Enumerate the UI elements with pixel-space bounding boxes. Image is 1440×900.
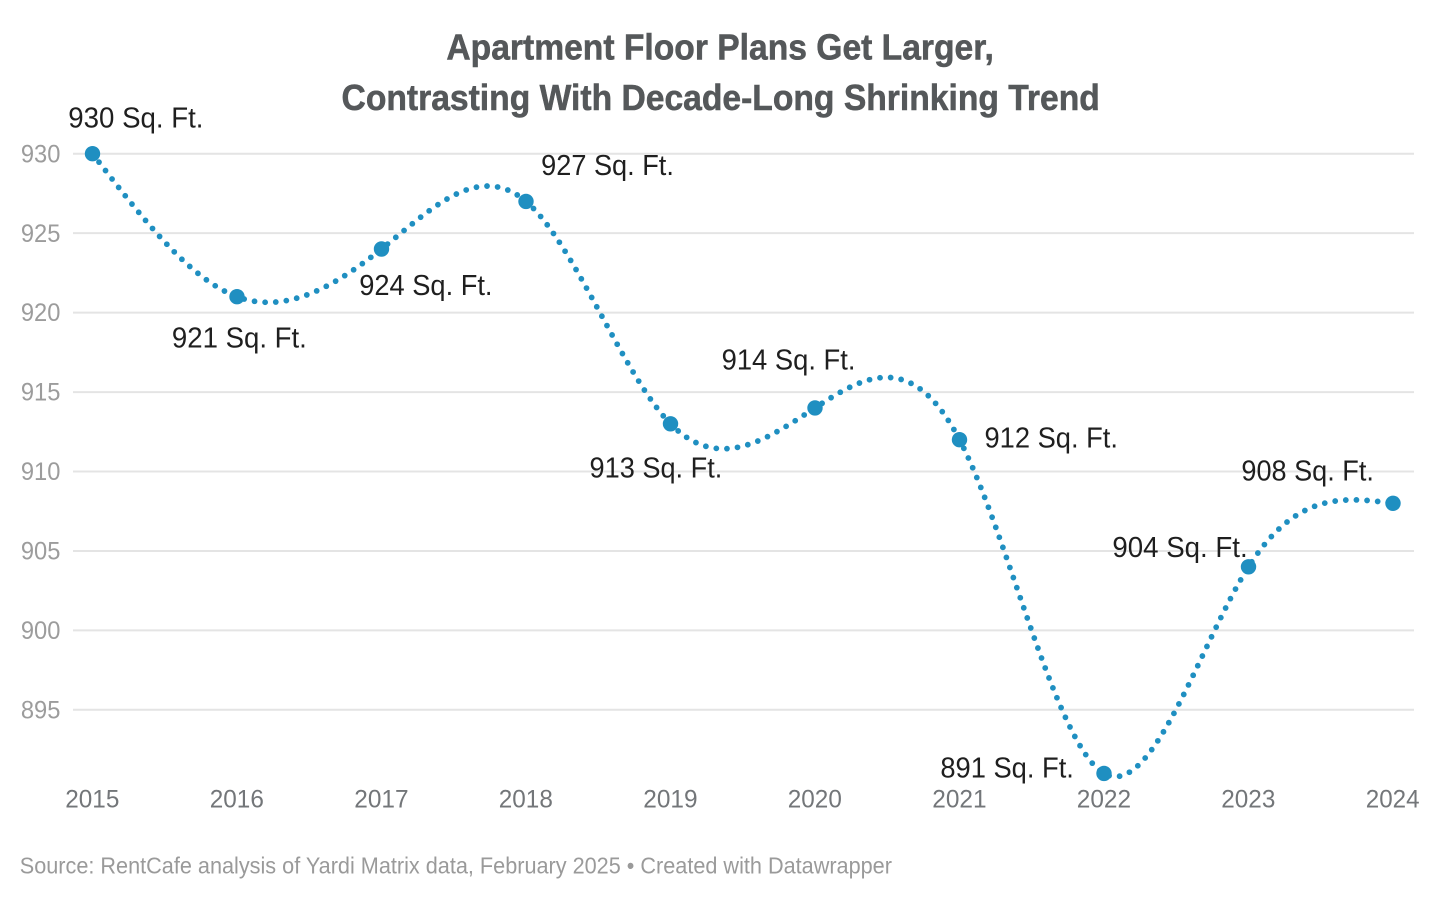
- svg-text:2024: 2024: [1366, 786, 1420, 813]
- svg-text:914 Sq. Ft.: 914 Sq. Ft.: [722, 343, 856, 376]
- svg-text:900: 900: [21, 617, 61, 645]
- svg-text:2023: 2023: [1221, 786, 1275, 813]
- svg-text:895: 895: [21, 697, 61, 725]
- svg-text:908 Sq. Ft.: 908 Sq. Ft.: [1241, 455, 1373, 487]
- svg-text:Apartment Floor Plans Get Larg: Apartment Floor Plans Get Larger,: [446, 27, 993, 67]
- svg-text:2018: 2018: [499, 786, 553, 813]
- svg-text:925: 925: [21, 220, 61, 248]
- svg-text:913 Sq. Ft.: 913 Sq. Ft.: [590, 452, 723, 484]
- svg-text:930: 930: [21, 141, 61, 169]
- svg-text:930 Sq. Ft.: 930 Sq. Ft.: [68, 102, 203, 135]
- svg-text:2019: 2019: [643, 786, 697, 813]
- svg-text:2015: 2015: [65, 786, 119, 813]
- svg-text:2020: 2020: [788, 786, 842, 813]
- svg-text:920: 920: [21, 300, 61, 328]
- svg-text:Contrasting With Decade-Long S: Contrasting With Decade-Long Shrinking T…: [342, 78, 1100, 118]
- svg-text:905: 905: [21, 538, 61, 566]
- svg-text:921 Sq. Ft.: 921 Sq. Ft.: [172, 321, 307, 354]
- svg-text:912 Sq. Ft.: 912 Sq. Ft.: [985, 422, 1118, 454]
- svg-text:891 Sq. Ft.: 891 Sq. Ft.: [940, 751, 1074, 784]
- svg-text:904 Sq. Ft.: 904 Sq. Ft.: [1112, 531, 1247, 564]
- svg-text:924 Sq. Ft.: 924 Sq. Ft.: [359, 269, 492, 301]
- svg-text:927 Sq. Ft.: 927 Sq. Ft.: [541, 149, 674, 181]
- svg-text:910: 910: [21, 459, 61, 487]
- svg-text:2017: 2017: [354, 786, 408, 813]
- svg-text:915: 915: [21, 379, 61, 407]
- svg-text:Source: RentCafe analysis of Y: Source: RentCafe analysis of Yardi Matri…: [20, 853, 893, 879]
- svg-text:2022: 2022: [1077, 786, 1131, 813]
- svg-text:2016: 2016: [210, 786, 264, 813]
- svg-text:2021: 2021: [932, 786, 986, 813]
